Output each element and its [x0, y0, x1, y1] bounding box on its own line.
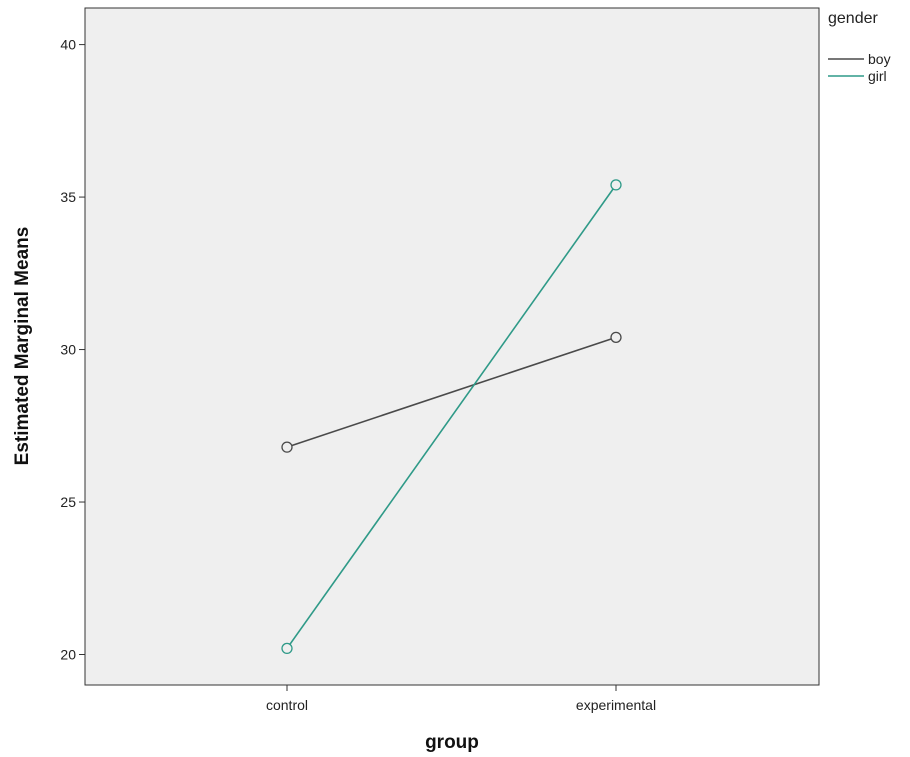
legend-title: gender [828, 10, 878, 27]
y-axis-title: Estimated Marginal Means [12, 227, 33, 466]
plot-area [84, 7, 820, 686]
series-layer [281, 179, 622, 655]
x-axis-title: group [425, 732, 479, 753]
y-tick-label: 30 [60, 342, 76, 358]
series-line-girl [286, 184, 617, 649]
legend-label-girl: girl [868, 68, 887, 84]
y-tick-label: 20 [60, 647, 76, 663]
point-boy-control [281, 441, 293, 453]
x-tick-label-experimental: experimental [576, 697, 656, 713]
series-line-boy [286, 336, 617, 448]
y-tick-label: 35 [60, 189, 76, 205]
x-axis: control experimental [266, 685, 656, 713]
x-tick-label-control: control [266, 697, 308, 713]
point-boy-experimental [610, 331, 622, 344]
y-tick-label: 40 [60, 37, 76, 53]
legend-label-boy: boy [868, 51, 891, 67]
point-girl-experimental [610, 179, 622, 191]
point-girl-control [281, 642, 293, 655]
y-tick-label: 25 [60, 494, 76, 510]
y-axis: 20 25 30 35 40 [60, 37, 85, 663]
